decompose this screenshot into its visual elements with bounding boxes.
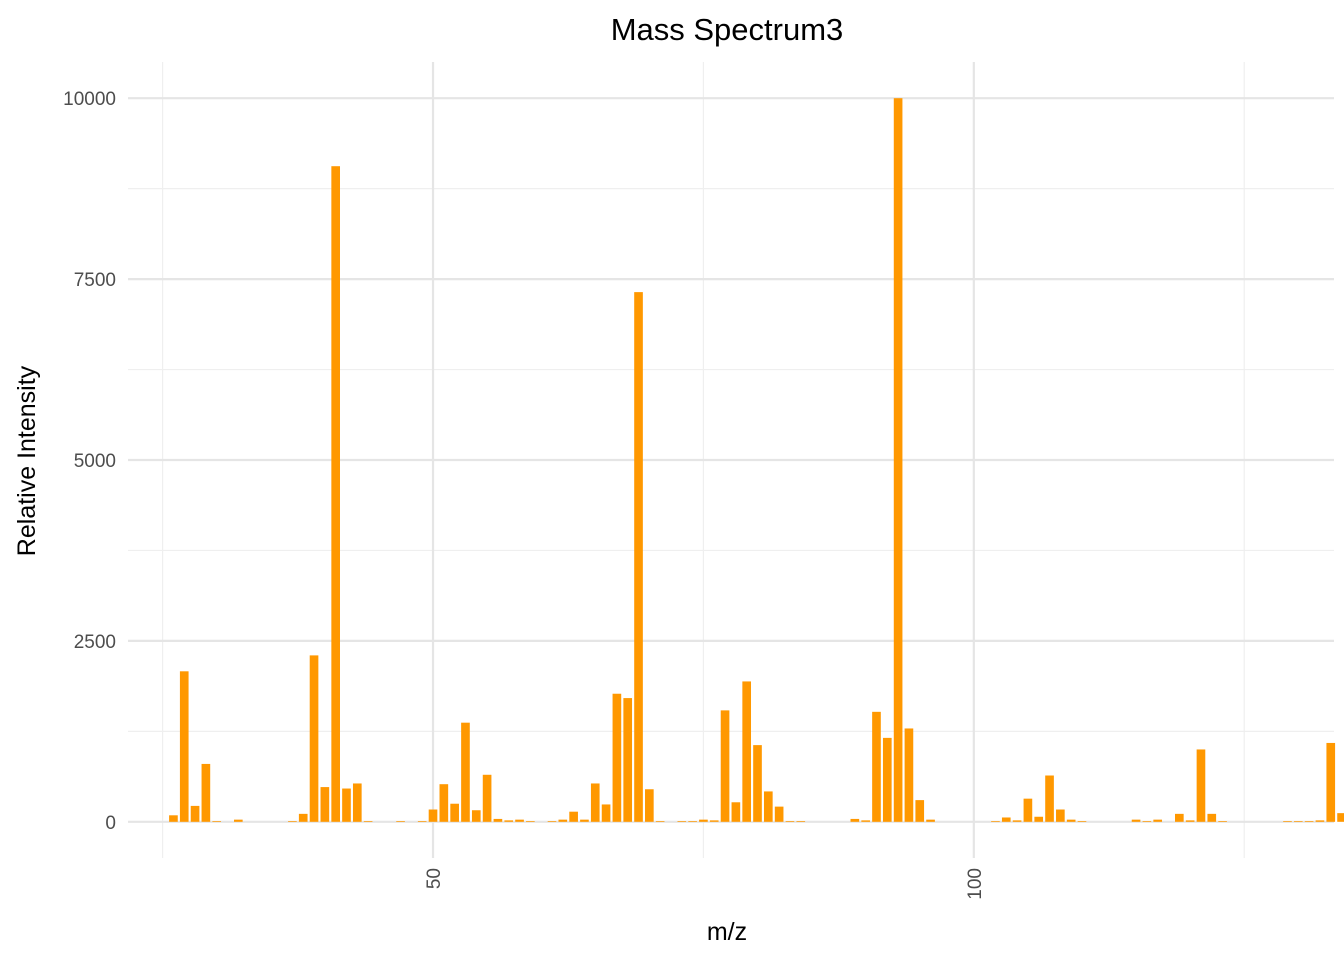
spectrum-bar: [915, 800, 925, 822]
spectrum-bar: [774, 806, 784, 822]
spectrum-bar: [1045, 775, 1054, 822]
spectrum-bar: [515, 819, 524, 822]
spectrum-bar: [1326, 742, 1336, 822]
spectrum-bar: [471, 810, 481, 822]
spectrum-bar: [288, 821, 297, 822]
spectrum-bar: [233, 819, 243, 822]
x-axis-title: m/z: [707, 918, 747, 946]
bars: [169, 98, 1344, 822]
spectrum-bar: [1315, 820, 1325, 822]
spectrum-bar: [590, 783, 600, 822]
spectrum-bar: [1304, 821, 1314, 822]
spectrum-bar: [342, 788, 351, 822]
spectrum-bar: [526, 821, 535, 822]
spectrum-bar: [461, 722, 470, 822]
spectrum-bar: [731, 802, 741, 822]
spectrum-bar: [396, 821, 405, 822]
spectrum-bar: [309, 655, 319, 822]
spectrum-bar: [688, 821, 697, 822]
spectrum-bar: [547, 821, 557, 822]
spectrum-bar: [601, 804, 611, 822]
spectrum-bar: [1218, 821, 1227, 822]
spectrum-bar: [179, 671, 189, 822]
x-tick-labels: 50 100: [424, 868, 986, 900]
spectrum-bar: [882, 737, 892, 822]
spectrum-bar: [363, 821, 373, 822]
grid-lines: [128, 62, 1334, 858]
spectrum-bar: [298, 813, 308, 822]
spectrum-bar: [753, 745, 762, 822]
spectrum-bar: [1175, 813, 1184, 822]
y-tick-labels: 0 2500 5000 7500 10000: [63, 89, 116, 834]
spectrum-bar: [991, 821, 1000, 822]
y-axis-title: Relative Intensity: [13, 365, 41, 556]
x-tick-label: 50: [424, 868, 445, 889]
spectrum-bar: [504, 820, 514, 822]
spectrum-bar: [634, 292, 643, 822]
spectrum-bar: [428, 809, 438, 822]
spectrum-bar: [904, 728, 914, 822]
spectrum-bar: [1056, 809, 1065, 822]
spectrum-bar: [861, 820, 870, 822]
spectrum-bar: [1023, 798, 1033, 822]
spectrum-bar: [212, 821, 222, 822]
spectrum-bar: [1066, 819, 1076, 822]
spectrum-bar: [785, 821, 795, 822]
y-tick-label: 10000: [63, 89, 116, 110]
spectrum-bar: [482, 774, 492, 822]
spectrum-bar: [1142, 821, 1152, 822]
spectrum-bar: [580, 819, 589, 822]
spectrum-bar: [190, 805, 200, 822]
spectrum-bar: [558, 819, 568, 822]
spectrum-bar: [1012, 820, 1022, 822]
spectrum-bar: [320, 787, 330, 822]
x-tick-label: 100: [965, 868, 986, 900]
spectrum-bar: [893, 98, 903, 822]
spectrum-bar: [1001, 817, 1011, 822]
y-tick-label: 7500: [74, 270, 116, 291]
spectrum-bar: [493, 818, 503, 822]
chart-title: Mass Spectrum3: [611, 12, 844, 47]
spectrum-bar: [677, 821, 687, 822]
spectrum-bar: [1185, 820, 1195, 822]
spectrum-bar: [763, 791, 773, 822]
spectrum-bar: [623, 698, 633, 822]
spectrum-bar: [1077, 821, 1087, 822]
spectrum-bar: [850, 818, 860, 822]
spectrum-bar: [655, 821, 665, 822]
spectrum-bar: [1196, 749, 1206, 822]
spectrum-bar: [1034, 816, 1044, 822]
spectrum-bar: [1337, 813, 1344, 822]
spectrum-bar: [699, 819, 708, 822]
spectrum-bar: [709, 820, 719, 822]
spectrum-bar: [720, 710, 730, 822]
spectrum-bar: [450, 803, 459, 822]
spectrum-bar: [569, 811, 578, 822]
y-tick-label: 2500: [74, 632, 116, 653]
spectrum-bar: [417, 821, 427, 822]
spectrum-bar: [872, 711, 881, 822]
spectrum-bar: [1283, 821, 1292, 822]
spectrum-bar: [201, 763, 211, 822]
spectrum-bar: [1131, 819, 1141, 822]
spectrum-bar: [926, 819, 935, 822]
spectrum-bar: [439, 784, 449, 822]
spectrum-bar: [331, 166, 340, 822]
spectrum-bar: [796, 821, 806, 822]
spectrum-bar: [169, 815, 178, 822]
spectrum-bar: [1153, 819, 1163, 822]
y-tick-label: 5000: [74, 451, 116, 472]
spectrum-bar: [1293, 821, 1303, 822]
spectrum-bar: [645, 789, 654, 822]
spectrum-bar: [1207, 813, 1217, 822]
spectrum-bar: [742, 681, 752, 822]
spectrum-bar: [352, 783, 362, 822]
spectrum-bar: [612, 693, 622, 822]
y-tick-label: 0: [105, 813, 116, 834]
